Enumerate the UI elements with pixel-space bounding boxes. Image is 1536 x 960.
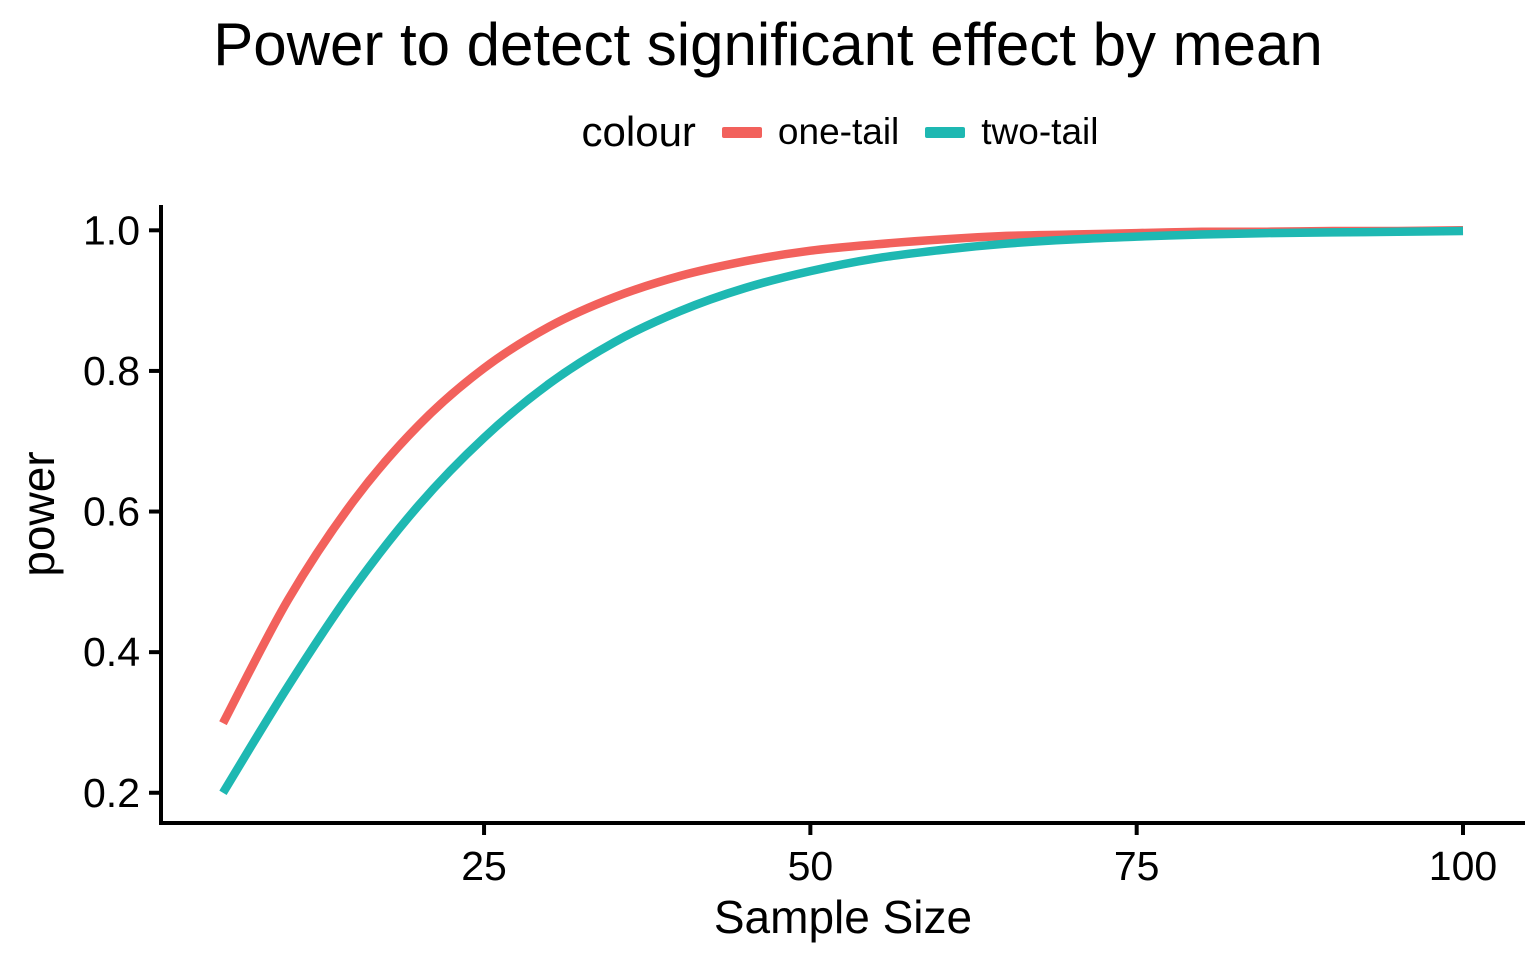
y-tick-label: 1.0 <box>83 207 140 253</box>
x-tick-label: 75 <box>1114 843 1160 889</box>
y-tick-label: 0.8 <box>83 348 140 394</box>
series-layer <box>219 226 1464 796</box>
y-tick-label: 0.4 <box>83 629 140 675</box>
legend-swatch-two-tail <box>925 126 966 138</box>
legend: colour one-tail two-tail <box>72 108 1536 156</box>
x-axis-title: Sample Size <box>713 891 973 943</box>
chart-title: Power to detect significant effect by me… <box>213 11 1323 78</box>
y-axis-title: power <box>12 451 64 577</box>
x-tick-label: 25 <box>461 843 507 889</box>
legend-label-one-tail: one-tail <box>777 111 900 152</box>
series-line-two-tail <box>219 226 1464 796</box>
axes-layer: 0.2 0.4 0.6 0.8 1.0 25 50 75 100 <box>83 205 1525 889</box>
legend-label-two-tail: two-tail <box>981 111 1099 152</box>
x-tick-label: 50 <box>788 843 834 889</box>
legend-swatch-one-tail <box>721 126 762 138</box>
x-tick-label: 100 <box>1429 843 1497 889</box>
legend-title: colour <box>581 108 696 155</box>
series-line-one-tail <box>219 226 1464 726</box>
y-tick-label: 0.2 <box>83 770 140 816</box>
y-tick-label: 0.6 <box>83 489 140 535</box>
legend-item-two-tail: two-tail <box>925 111 1098 153</box>
legend-item-one-tail: one-tail <box>721 111 900 153</box>
